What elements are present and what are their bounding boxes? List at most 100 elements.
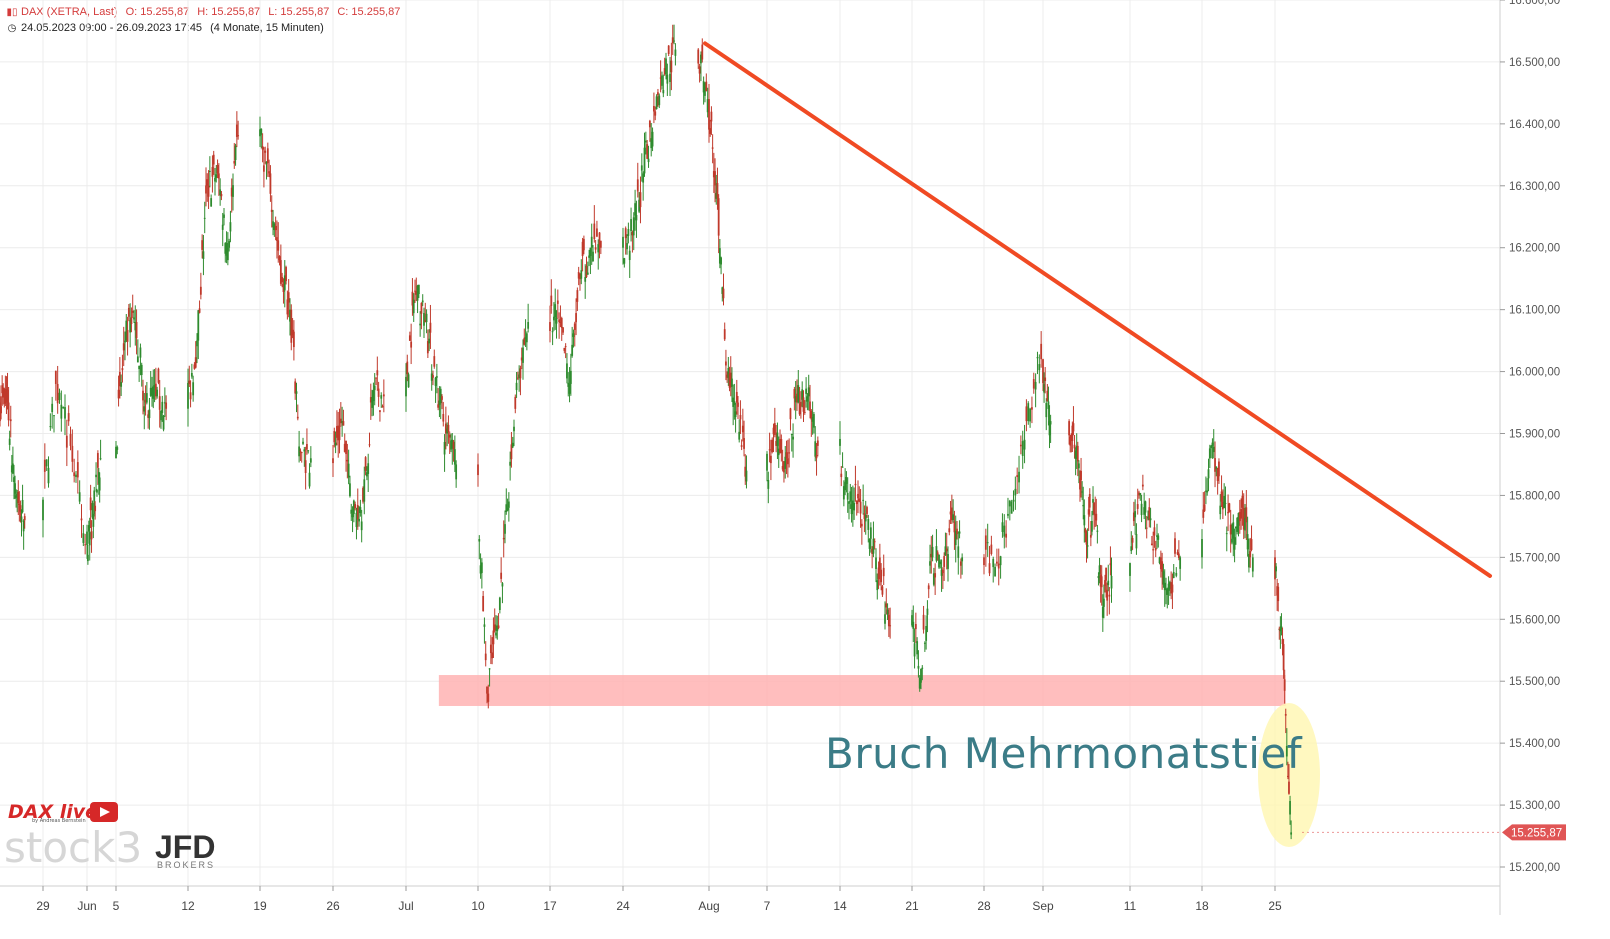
candle-body <box>845 477 848 484</box>
candle-body <box>957 546 960 558</box>
candle-body <box>362 487 364 502</box>
candle-body <box>1038 364 1041 371</box>
candle-body <box>627 229 630 236</box>
candle-body <box>849 491 852 502</box>
candle-body <box>308 472 311 487</box>
candle-body <box>140 364 143 375</box>
candle-body <box>439 388 442 404</box>
clock-icon: ◷ <box>7 23 17 34</box>
candle-body <box>367 463 370 474</box>
candle-body <box>513 426 515 432</box>
candle-body <box>799 401 802 407</box>
candle-body <box>1100 576 1103 588</box>
candle-body <box>21 499 24 513</box>
candle-body <box>522 347 524 363</box>
candle-body <box>99 458 102 460</box>
candle-body <box>553 316 555 321</box>
candle-body <box>586 272 589 275</box>
candle-body <box>700 54 702 64</box>
candle-body <box>1005 533 1008 538</box>
candle-body <box>1129 563 1131 576</box>
candle-body <box>115 446 117 459</box>
candle-body <box>868 538 871 549</box>
candle-body <box>156 389 159 397</box>
candle-body <box>1044 377 1047 382</box>
candle-body <box>9 419 12 422</box>
candle-body <box>489 644 492 654</box>
candle-body <box>491 652 494 659</box>
candle-body <box>661 75 663 86</box>
candle-body <box>1280 626 1283 629</box>
candle-body <box>124 340 126 343</box>
candle-body <box>1172 572 1175 578</box>
candle-body <box>716 183 719 199</box>
candle-body <box>1241 495 1244 508</box>
candle-body <box>17 491 20 504</box>
candle-body <box>1220 491 1223 502</box>
candle-body <box>918 677 921 689</box>
candle-body <box>1207 469 1210 479</box>
candle-body <box>701 44 704 60</box>
candle-body <box>563 347 566 351</box>
candle-body <box>866 507 868 514</box>
candle-body <box>73 472 76 477</box>
candle-body <box>1219 505 1222 515</box>
candle-body <box>120 382 123 387</box>
candle-body <box>788 452 791 454</box>
chart-header-range: ◷ 24.05.2023 09:00 - 26.09.2023 17:45 (4 M… <box>6 22 324 34</box>
candle-body <box>930 553 933 558</box>
candle-body <box>365 472 368 477</box>
candle-body <box>667 45 670 54</box>
candle-body <box>715 193 718 199</box>
candle-body <box>352 500 355 515</box>
candle-body <box>518 374 521 378</box>
candle-body <box>510 444 513 460</box>
candle-body <box>97 471 100 484</box>
candle-body <box>858 498 861 502</box>
candle-body <box>1106 589 1109 601</box>
candle-body <box>346 459 349 462</box>
candle-body <box>785 452 788 459</box>
candle-body <box>138 365 141 370</box>
candle-body <box>670 60 673 73</box>
x-tick-label: 29 <box>36 899 50 913</box>
candle-body <box>1152 549 1155 551</box>
candle-body <box>575 313 577 323</box>
candle-body <box>447 424 450 432</box>
candle-body <box>632 217 635 236</box>
candle-body <box>1088 494 1091 508</box>
candle-body <box>148 409 151 419</box>
candle-body <box>446 428 449 434</box>
candle-body <box>923 642 926 644</box>
candle-body <box>443 441 446 455</box>
candle-body <box>953 521 956 533</box>
candle-body <box>952 514 955 521</box>
candle-body <box>122 343 125 351</box>
candle-body <box>1096 530 1099 532</box>
candle-body <box>1034 381 1037 390</box>
candle-body <box>342 421 345 426</box>
candle-body <box>626 243 628 250</box>
candle-body <box>988 563 991 574</box>
candle-body <box>653 105 655 112</box>
candle-body <box>1279 628 1282 632</box>
candle-body <box>405 376 407 397</box>
candle-body <box>524 337 527 339</box>
candle-body <box>1154 548 1157 551</box>
candle-body <box>1027 403 1030 422</box>
candle-body <box>784 456 787 469</box>
candle-body <box>381 406 384 408</box>
candle-body <box>1140 503 1143 516</box>
candle-body <box>1134 511 1137 518</box>
candle-body <box>815 454 818 459</box>
candle-body <box>555 317 558 324</box>
y-tick-label: 16.600,00 <box>1509 0 1560 7</box>
candle-body <box>161 401 164 413</box>
candle-body <box>379 410 381 413</box>
candle-body <box>153 385 156 388</box>
candle-body <box>2 387 5 398</box>
candle-body <box>803 411 806 413</box>
candle-body <box>482 595 485 612</box>
candle-body <box>18 503 21 505</box>
